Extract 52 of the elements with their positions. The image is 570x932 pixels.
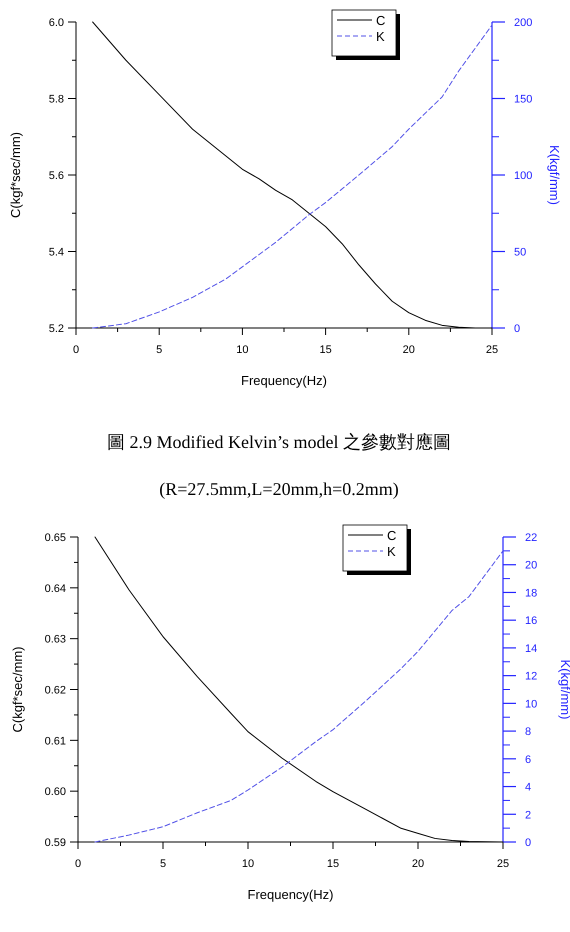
y2-tick-label: 2 — [525, 809, 532, 822]
x-tick-label: 0 — [74, 858, 82, 870]
legend-label: C — [387, 528, 396, 543]
y-axis-title: C(kgf*sec/mm) — [8, 132, 23, 218]
y-tick-label: 0.60 — [44, 786, 66, 798]
x-tick-label: 10 — [242, 858, 254, 870]
y2-tick-label: 0 — [514, 323, 520, 335]
y-tick-label: 0.61 — [44, 735, 66, 748]
y2-tick-label: 6 — [525, 754, 532, 766]
y2-tick-label: 16 — [525, 615, 538, 628]
y-tick-label: 0.62 — [44, 684, 66, 696]
x-tick-label: 0 — [72, 344, 80, 356]
x-tick-label: 20 — [412, 858, 424, 870]
y2-tick-label: 12 — [525, 670, 538, 683]
y2-tick-label: 4 — [525, 782, 532, 794]
legend-label: K — [376, 29, 385, 44]
x-tick-label: 25 — [486, 344, 498, 356]
y-tick-label: 0.59 — [44, 837, 66, 849]
y-tick-label: 5.6 — [48, 170, 64, 182]
x-tick-label: 20 — [402, 344, 415, 356]
y-tick-label: 0.64 — [44, 582, 66, 595]
x-axis-title: Frequency(Hz) — [248, 887, 334, 902]
text: (R=27.5mm,L=20mm,h=0.2mm) — [159, 479, 399, 499]
y2-tick-label: 18 — [525, 587, 538, 600]
y2-tick-label: 50 — [514, 246, 526, 258]
y2-tick-label: 8 — [525, 726, 532, 738]
y-tick-label: 0.65 — [44, 532, 66, 544]
y2-tick-label: 150 — [514, 94, 532, 106]
y2-tick-label: 20 — [525, 560, 538, 572]
caption: 圖 2.9 Modified Kelvin’s model 之參數對應圖 — [107, 432, 451, 452]
x-axis-title: Frequency(Hz) — [241, 373, 327, 388]
x-tick-label: 25 — [496, 858, 510, 870]
y2-tick-label: 100 — [514, 170, 532, 182]
y2-tick-label: 10 — [525, 698, 538, 710]
y-axis-title: C(kgf*sec/mm) — [10, 646, 25, 732]
x-tick-label: 10 — [236, 344, 249, 356]
y2-tick-label: 22 — [525, 532, 538, 544]
y-tick-label: 5.8 — [48, 94, 64, 106]
x-tick-label: 15 — [326, 858, 340, 870]
y2-tick-label: 14 — [525, 642, 538, 655]
x-tick-label: 5 — [156, 344, 162, 356]
y-tick-label: 0.63 — [44, 634, 66, 646]
x-tick-label: 5 — [160, 858, 166, 870]
legend-label: K — [387, 544, 396, 559]
x-tick-label: 15 — [319, 344, 332, 356]
y2-tick-label: 200 — [514, 17, 532, 29]
y2-axis-title: K(kgf/mm) — [547, 145, 562, 205]
y-tick-label: 5.2 — [48, 323, 64, 335]
y-tick-label: 6.0 — [48, 17, 64, 29]
y2-tick-label: 0 — [525, 837, 532, 849]
y-tick-label: 5.4 — [48, 246, 64, 258]
legend-label: C — [376, 13, 386, 28]
